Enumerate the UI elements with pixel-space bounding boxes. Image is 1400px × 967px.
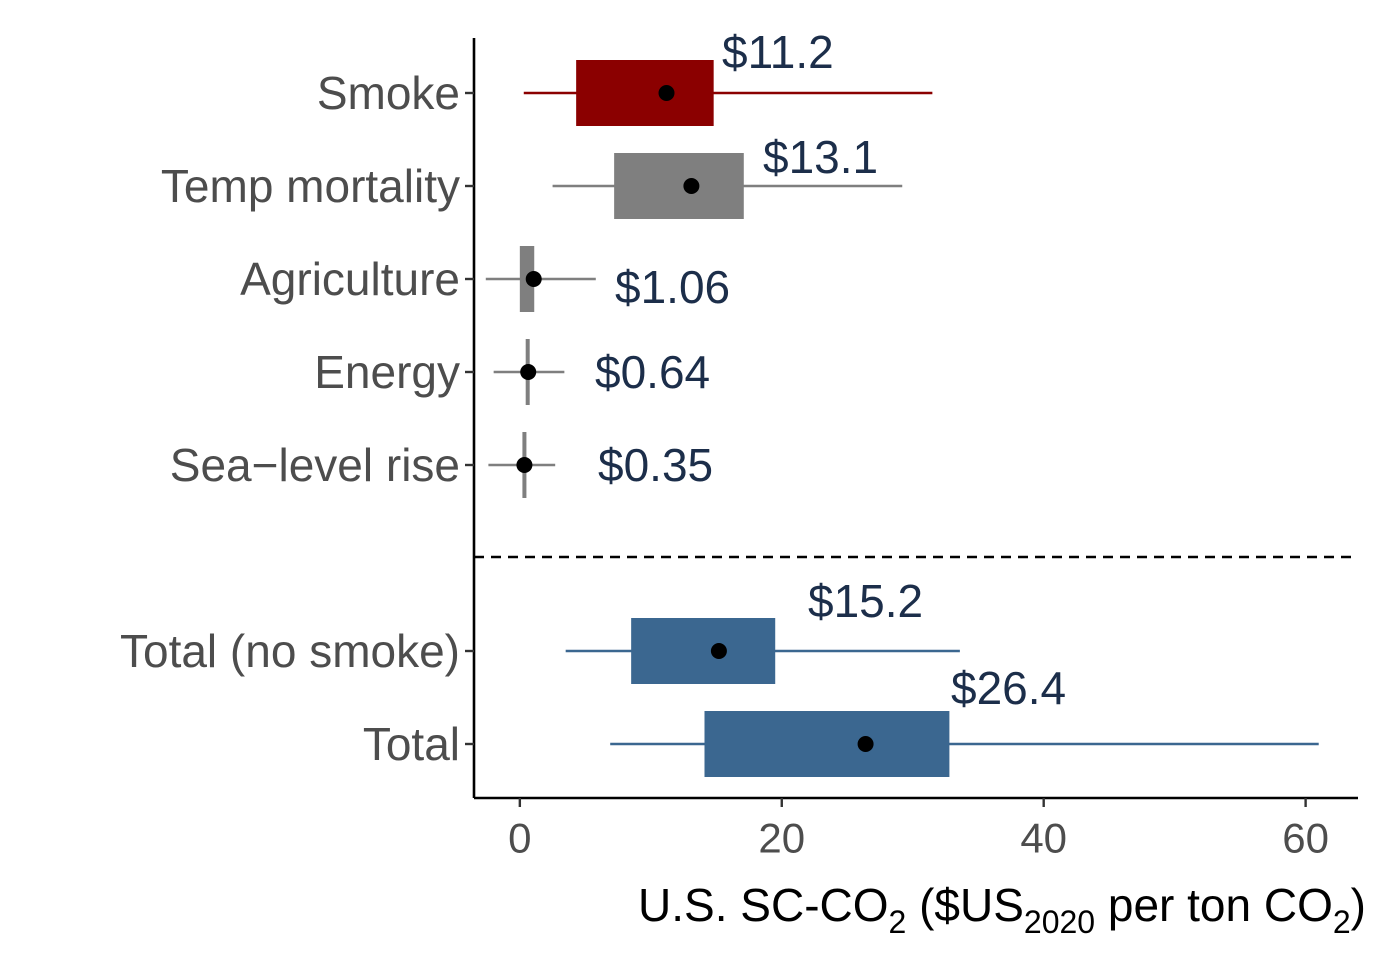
labels-layer: Smoke $11.2 Temp mortality $13.1 Agriculture… bbox=[120, 26, 1329, 862]
x-axis-title-part-1: ($US bbox=[906, 879, 1024, 931]
x-tick-label-0: 0 bbox=[508, 815, 531, 862]
x-axis-title-part-2: per ton CO bbox=[1095, 879, 1333, 931]
data-label-total: $26.4 bbox=[951, 662, 1066, 714]
category-label-agriculture: Agriculture bbox=[240, 253, 460, 305]
data-label-smoke: $11.2 bbox=[722, 26, 834, 78]
data-label-temp-mortality: $13.1 bbox=[763, 131, 878, 183]
category-label-total-no-smoke: Total (no smoke) bbox=[120, 625, 460, 677]
box-temp-mortality bbox=[614, 153, 744, 219]
x-axis-title-subscript-0: 2 bbox=[889, 904, 907, 940]
x-axis-title-subscript-2: 2 bbox=[1333, 904, 1351, 940]
x-axis-title-subscript-1: 2020 bbox=[1024, 904, 1095, 940]
axis-layer bbox=[472, 38, 1358, 800]
x-axis-title: U.S. SC-CO2​ ($US2020​ per ton CO2​) bbox=[638, 879, 1366, 940]
category-label-sea-level-rise: Sea−level rise bbox=[170, 439, 460, 491]
point-smoke bbox=[658, 85, 675, 101]
category-label-energy: Energy bbox=[314, 346, 460, 398]
point-temp-mortality bbox=[683, 178, 700, 194]
point-total bbox=[857, 736, 874, 752]
point-energy bbox=[520, 364, 537, 380]
category-label-smoke: Smoke bbox=[317, 67, 460, 119]
x-axis-title-part-3: ) bbox=[1351, 879, 1366, 931]
data-label-agriculture: $1.06 bbox=[615, 261, 730, 313]
data-label-total-no-smoke: $15.2 bbox=[808, 575, 923, 627]
box-smoke bbox=[576, 60, 714, 126]
point-agriculture bbox=[525, 271, 542, 287]
x-tick-label-60: 60 bbox=[1282, 815, 1329, 862]
box-total-no-smoke bbox=[631, 618, 776, 684]
data-label-energy: $0.64 bbox=[595, 346, 710, 398]
x-tick-label-20: 20 bbox=[758, 815, 805, 862]
category-label-temp-mortality: Temp mortality bbox=[161, 160, 460, 212]
marks-layer bbox=[485, 60, 1319, 777]
x-axis-title-part-0: U.S. SC-CO bbox=[638, 879, 888, 931]
data-label-sea-level-rise: $0.35 bbox=[598, 439, 713, 491]
category-label-total: Total bbox=[363, 718, 460, 770]
point-sea-level-rise bbox=[516, 457, 533, 473]
box-total bbox=[704, 711, 950, 777]
x-tick-label-40: 40 bbox=[1020, 815, 1067, 862]
point-total-no-smoke bbox=[710, 643, 727, 659]
